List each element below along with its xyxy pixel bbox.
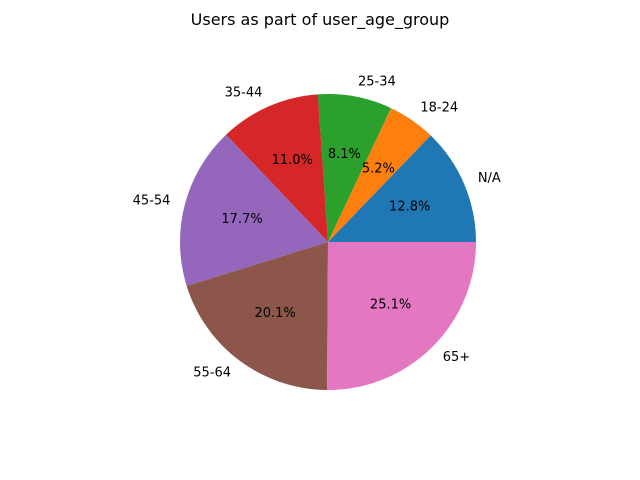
category-label-55-64: 55-64 (193, 365, 231, 380)
percent-label-25-34: 8.1% (328, 147, 361, 162)
percent-label-65: 25.1% (370, 297, 411, 312)
pie-slice-55-64 (186, 242, 328, 390)
pie-slice-18-24 (328, 108, 431, 242)
pie-slice-35-44 (226, 94, 328, 242)
pie-slices (180, 94, 476, 390)
category-label-18-24: 18-24 (420, 100, 458, 115)
pie-category-labels: N/A 18-24 25-34 35-44 45-54 55-64 65+ (133, 74, 501, 380)
category-label-45-54: 45-54 (133, 194, 171, 209)
percent-label-55-64: 20.1% (254, 306, 295, 321)
pie-percent-labels: 12.8% 5.2%8.1% 11.0% 17.7% 20.1% 25.1% (221, 147, 430, 321)
pie-slice-25-34 (317, 94, 392, 242)
category-label-35-44: 35-44 (225, 85, 263, 100)
percent-label-18-24: 5.2% (362, 161, 395, 176)
percent-label-45-54: 17.7% (221, 212, 262, 227)
category-label-25-34: 25-34 (358, 74, 396, 89)
pie-slice-45-54 (180, 134, 328, 286)
category-label-65: 65+ (443, 350, 470, 365)
chart-title: Users as part of user_age_group (191, 10, 450, 30)
category-label-n-a: N/A (478, 171, 501, 186)
pie-slice-65 (327, 242, 476, 390)
percent-label-35-44: 11.0% (272, 153, 313, 168)
pie-slice-n-a (328, 135, 476, 242)
percent-label-n-a: 12.8% (389, 200, 430, 215)
